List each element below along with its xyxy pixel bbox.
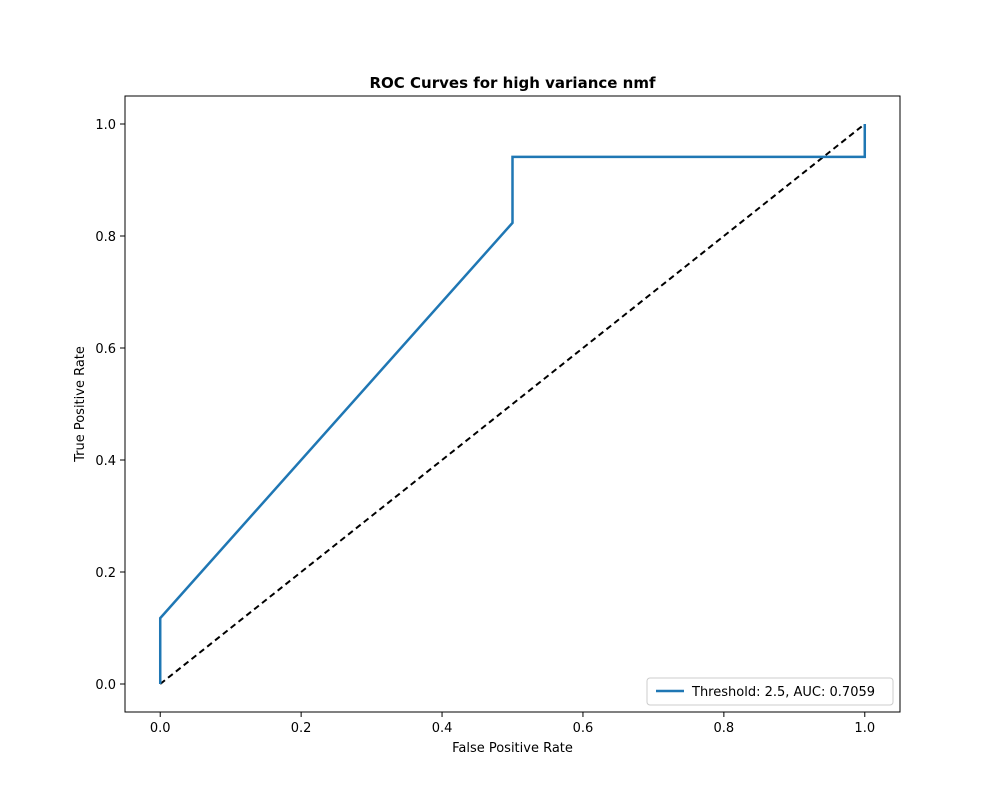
x-tick-label: 0.0 [150, 721, 171, 736]
y-tick-label: 0.0 [95, 678, 116, 693]
x-tick-label: 0.8 [714, 721, 735, 736]
axes: 0.0 0.2 0.4 0.6 0.8 1.0 0.0 0.2 0.4 0.6 0.8 1.0 [95, 95, 901, 736]
y-axis-label: True Positive Rate [73, 346, 88, 463]
y-tick-label: 0.8 [95, 230, 116, 245]
y-tick-label: 1.0 [95, 118, 116, 133]
x-tick-label: 0.2 [291, 721, 312, 736]
y-tick-label: 0.6 [95, 342, 116, 357]
legend: Threshold: 2.5, AUC: 0.7059 [646, 677, 894, 706]
x-tick-label: 0.6 [573, 721, 594, 736]
legend-box [646, 677, 894, 706]
x-tick-label: 0.4 [432, 721, 453, 736]
y-tick-label: 0.2 [95, 566, 116, 581]
x-tick-label: 1.0 [854, 721, 875, 736]
legend-label: Threshold: 2.5, AUC: 0.7059 [691, 685, 875, 700]
plot-frame [124, 95, 901, 713]
x-axis-label: False Positive Rate [452, 741, 573, 756]
chart-title: ROC Curves for high variance nmf [370, 74, 656, 92]
roc-series-line-0 [158, 124, 867, 684]
y-tick-label: 0.4 [95, 454, 116, 469]
